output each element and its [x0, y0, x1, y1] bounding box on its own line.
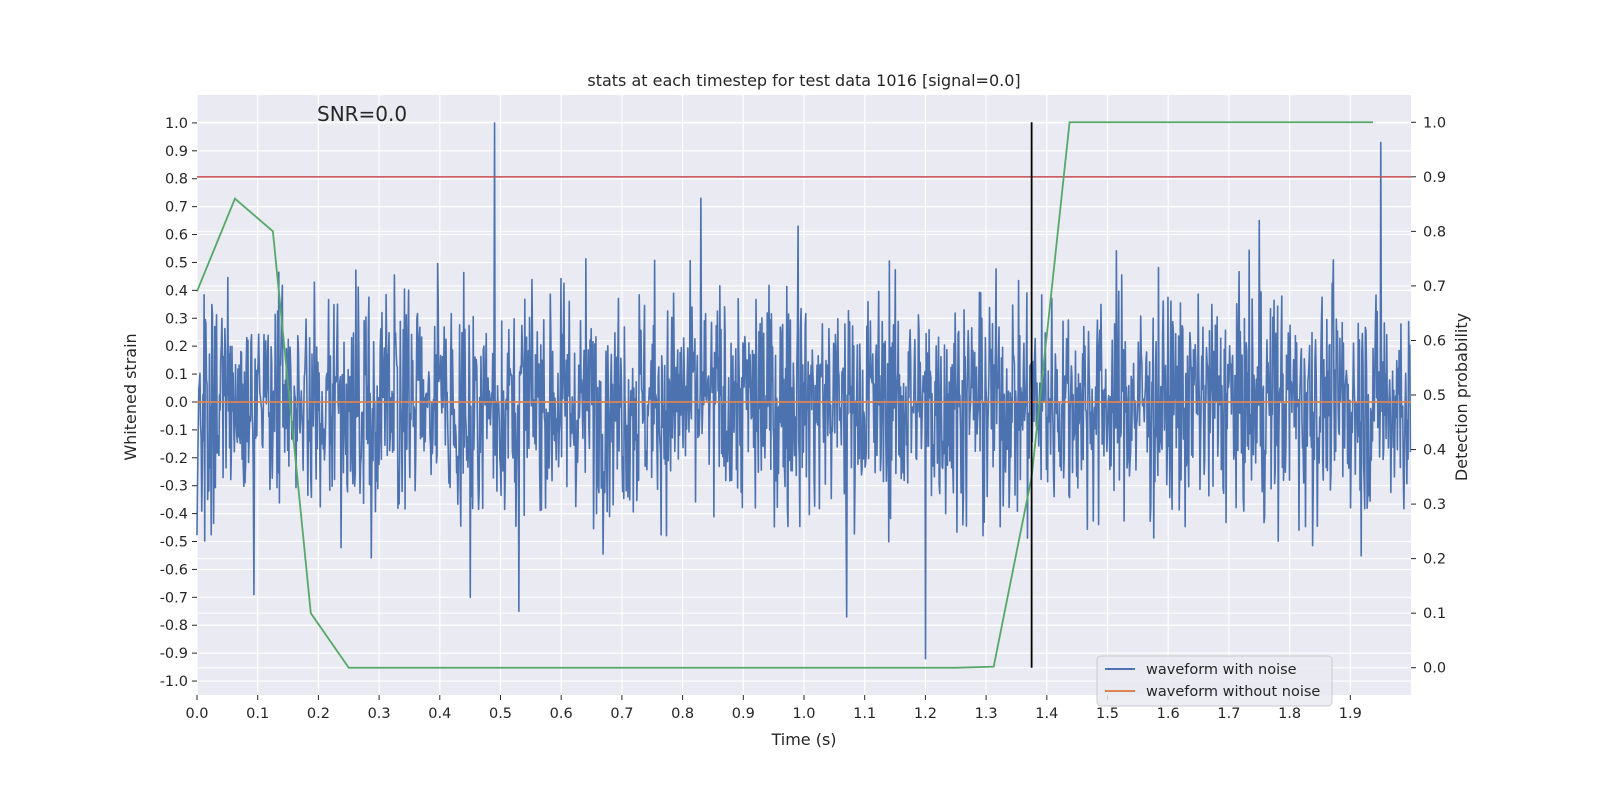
x-tick-label: 0.1: [246, 706, 269, 722]
y-tick-label-left: 0.1: [165, 367, 188, 383]
y-tick-label-left: 0.2: [165, 339, 188, 355]
y-tick-label-left: 0.9: [165, 144, 188, 160]
y-tick-label-left: 0.3: [165, 311, 188, 327]
x-tick-label: 1.5: [1096, 706, 1119, 722]
y-tick-label-left: 0.0: [165, 395, 188, 411]
x-tick-label: 1.3: [975, 706, 998, 722]
y-tick-label-left: 0.5: [165, 255, 188, 271]
y-tick-label-left: -0.6: [160, 562, 188, 578]
legend: waveform with noise waveform without noi…: [1096, 655, 1333, 707]
series-waveform-with-noise: [196, 122, 1412, 660]
y-tick-label-right: 0.7: [1423, 279, 1446, 295]
y-tick-label-right: 0.9: [1423, 170, 1446, 186]
y-tick-label-right: 0.6: [1423, 333, 1446, 349]
y-tick-label-right: 0.3: [1423, 497, 1446, 513]
x-axis-label: Time (s): [770, 730, 836, 749]
x-tick-label: 1.1: [853, 706, 876, 722]
chart-title: stats at each timestep for test data 101…: [587, 71, 1020, 90]
legend-label-noise: waveform with noise: [1146, 662, 1297, 678]
x-tick-label: 0.7: [610, 706, 633, 722]
y-tick-label-left: -0.1: [160, 423, 188, 439]
axes-layer: 0.0 0.1 0.2 0.3 0.4 0.5 0.6 0.7 0.8 0.9 1.0 1.1 1.2 1…: [160, 115, 1446, 722]
x-tick-label: 1.4: [1035, 706, 1058, 722]
y-tick-label-right: 0.0: [1423, 661, 1446, 677]
y-tick-label-left: 0.7: [165, 200, 188, 216]
y-tick-label-left: -0.3: [160, 479, 188, 495]
series-layer: [196, 121, 1412, 669]
x-tick-label: 1.7: [1217, 706, 1240, 722]
y-axis-label-left: Whitened strain: [121, 333, 140, 460]
x-tick-label: 0.2: [307, 706, 330, 722]
y-tick-label-right: 0.4: [1423, 443, 1446, 459]
x-tick-label: 1.9: [1339, 706, 1362, 722]
x-tick-label: 0.8: [671, 706, 694, 722]
y-tick-label-right: 0.2: [1423, 552, 1446, 568]
x-tick-label: 0.4: [428, 706, 451, 722]
y-tick-label-left: 0.6: [165, 228, 188, 244]
y-tick-label-left: 1.0: [165, 116, 188, 132]
x-tick-label: 1.0: [792, 706, 815, 722]
x-tick-label: 0.6: [550, 706, 573, 722]
y-tick-label-right: 0.8: [1423, 224, 1446, 240]
y-tick-label-left: -0.4: [160, 507, 188, 523]
snr-annotation: SNR=0.0: [317, 102, 407, 126]
x-tick-label: 0.9: [732, 706, 755, 722]
legend-box: [1096, 655, 1333, 707]
y-tick-label-left: 0.8: [165, 172, 188, 188]
y-tick-label-left: -0.5: [160, 535, 188, 551]
y-tick-label-right: 0.1: [1423, 606, 1446, 622]
x-tick-label: 1.6: [1157, 706, 1180, 722]
y-tick-label-left: -0.7: [160, 590, 188, 606]
y-axis-label-right: Detection probability: [1452, 313, 1471, 481]
x-tick-label: 1.8: [1278, 706, 1301, 722]
y-tick-label-right: 1.0: [1423, 115, 1446, 131]
y-tick-label-left: -0.2: [160, 451, 188, 467]
legend-label-clean: waveform without noise: [1146, 684, 1320, 700]
x-tick-label: 0.3: [368, 706, 391, 722]
series-detection-probability: [196, 121, 1374, 669]
y-tick-label-right: 0.5: [1423, 388, 1446, 404]
y-tick-label-left: -0.8: [160, 618, 188, 634]
x-tick-label: 1.2: [914, 706, 937, 722]
x-tick-label: 0.0: [185, 706, 208, 722]
x-tick-label: 0.5: [489, 706, 512, 722]
y-tick-label-left: -1.0: [160, 674, 188, 690]
y-tick-label-left: -0.9: [160, 646, 188, 662]
y-tick-label-left: 0.4: [165, 283, 188, 299]
